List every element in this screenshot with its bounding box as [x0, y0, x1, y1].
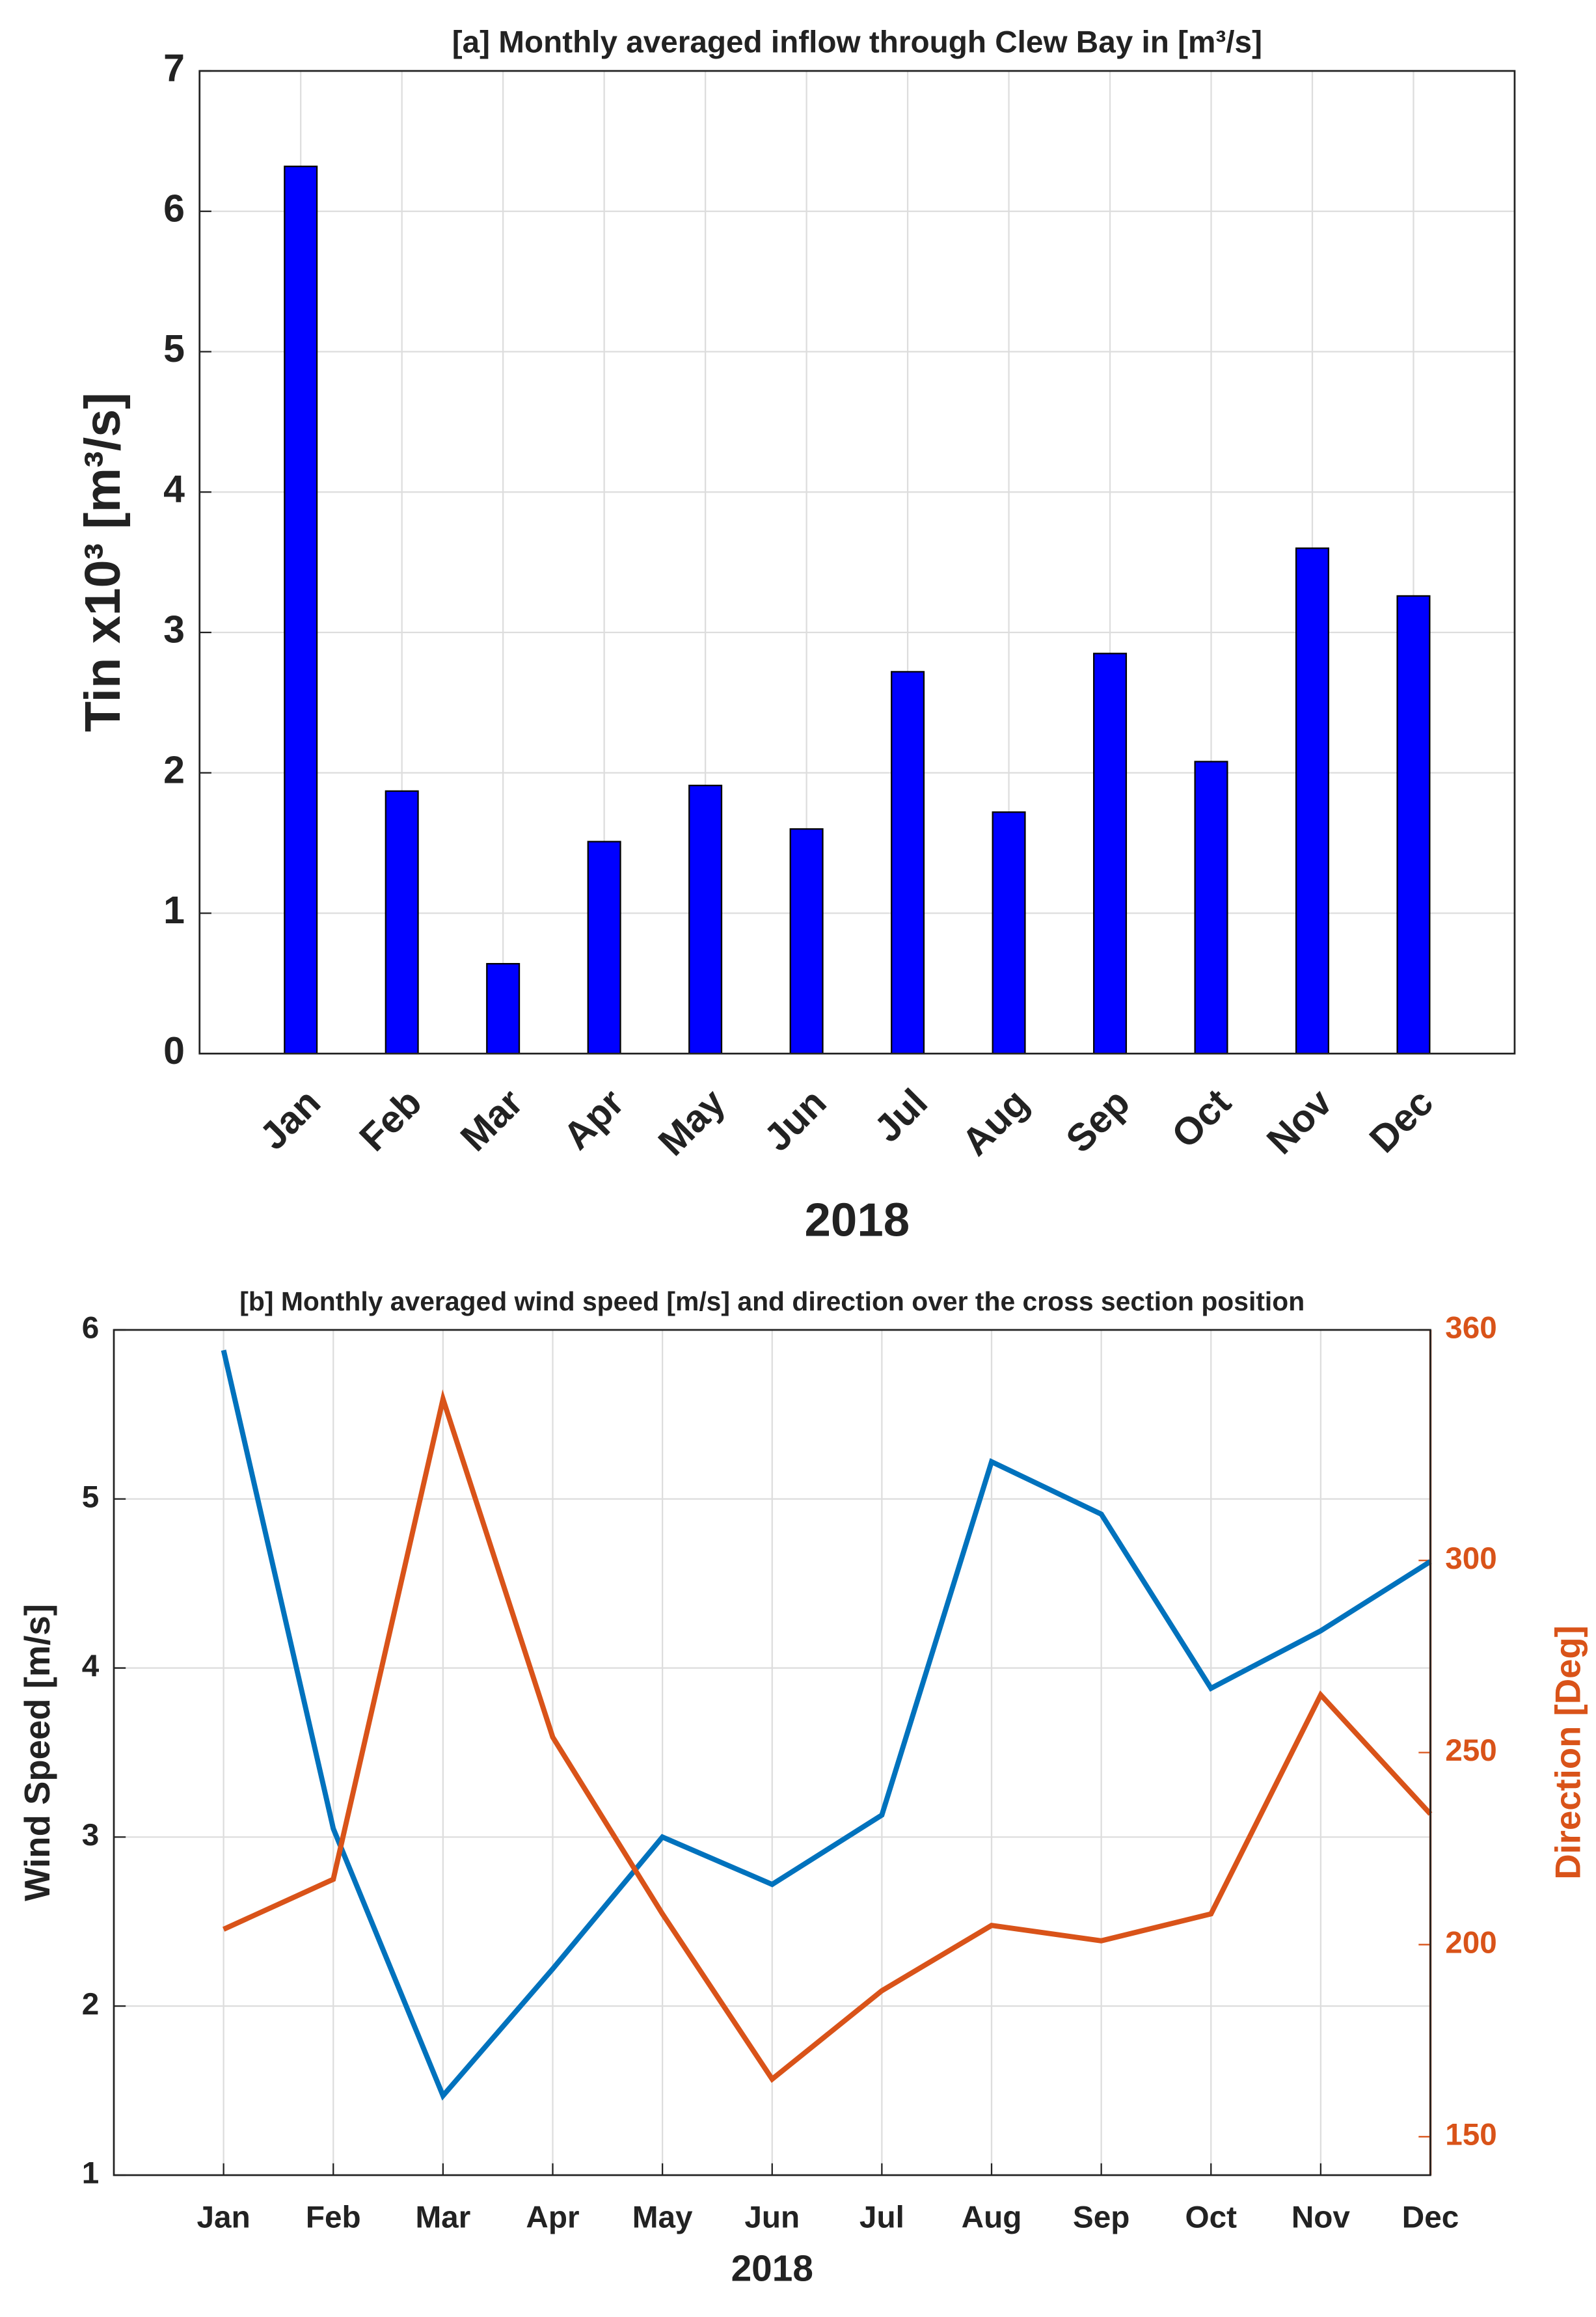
y2-tick-label: 200 — [1445, 1925, 1497, 1960]
x-tick-label: Nov — [1292, 2201, 1351, 2235]
x-tick-label: Dec — [1361, 1081, 1441, 1161]
chart-title: [a] Monthly averaged inflow through Clew… — [452, 25, 1262, 60]
plot-frame — [113, 1329, 1431, 2176]
line — [222, 1389, 1433, 2083]
y-tick-label: 6 — [163, 187, 185, 230]
x-tick-label: Sep — [1073, 2201, 1129, 2235]
y2-tick-label: 360 — [1445, 1311, 1497, 1346]
bar — [1194, 761, 1228, 1055]
bar — [688, 785, 723, 1055]
y2-tick-label: 150 — [1445, 2118, 1497, 2152]
x-tick-label: Jul — [859, 2201, 904, 2235]
x-tick-label: Oct — [1185, 2201, 1238, 2235]
y-tick-label: 4 — [163, 468, 185, 511]
y-tick-label: 0 — [163, 1029, 185, 1072]
y2-axis-label: Direction [Deg] — [1549, 1625, 1588, 1880]
x-tick-label: Feb — [351, 1081, 430, 1159]
x-tick-label: Mar — [415, 2201, 470, 2235]
y-tick-label: 2 — [163, 748, 185, 791]
y-tick-label: 5 — [82, 1480, 100, 1514]
bar — [1295, 547, 1330, 1055]
x-tick-label: Sep — [1058, 1081, 1138, 1161]
plot-frame — [198, 70, 1516, 1055]
x-tick-label: Jun — [756, 1081, 835, 1159]
x-tick-label: Jun — [744, 2201, 800, 2235]
x-tick-label: Mar — [452, 1081, 531, 1159]
bar — [891, 671, 925, 1055]
y-tick-label: 2 — [82, 1987, 100, 2022]
x-tick-label: May — [632, 2201, 693, 2235]
bar — [486, 963, 521, 1055]
x-tick-label: Oct — [1163, 1081, 1239, 1156]
bar — [587, 841, 621, 1055]
y-axis-label: Tin x10³ [m³/s] — [75, 392, 131, 732]
y-tick-label: 7 — [163, 47, 185, 90]
y2-tick-label: 250 — [1445, 1733, 1497, 1768]
y-axis-label: Wind Speed [m/s] — [18, 1604, 57, 1901]
x-tick-label: Nov — [1258, 1081, 1340, 1163]
bar — [1396, 595, 1431, 1055]
x-tick-label: Jul — [866, 1081, 936, 1150]
x-tick-label: Apr — [526, 2201, 579, 2235]
x-tick-label: Jan — [197, 2201, 250, 2235]
y-tick-label: 6 — [82, 1311, 100, 1346]
x-tick-label: Aug — [954, 1081, 1037, 1164]
y-tick-label: 5 — [163, 327, 185, 370]
y2-tick-label: 300 — [1445, 1541, 1497, 1576]
bar — [385, 790, 419, 1055]
y-tick-label: 1 — [82, 2156, 100, 2191]
y-tick-label: 4 — [82, 1649, 100, 1683]
x-axis-label: 2018 — [731, 2249, 813, 2290]
bar — [284, 165, 318, 1055]
bar — [789, 828, 824, 1055]
x-tick-label: May — [650, 1081, 733, 1164]
y-tick-label: 3 — [82, 1818, 100, 1852]
line — [221, 1349, 1432, 2101]
x-tick-label: Aug — [962, 2201, 1022, 2235]
y-tick-label: 1 — [163, 889, 185, 932]
bar — [992, 811, 1026, 1055]
y-tick-label: 3 — [163, 608, 185, 651]
bar — [1093, 653, 1128, 1055]
x-tick-label: Dec — [1402, 2201, 1459, 2235]
x-tick-label: Apr — [555, 1081, 632, 1158]
x-axis-label: 2018 — [805, 1194, 910, 1247]
x-tick-label: Jan — [252, 1081, 329, 1158]
x-tick-label: Feb — [306, 2201, 361, 2235]
chart-title: [b] Monthly averaged wind speed [m/s] an… — [239, 1286, 1305, 1316]
